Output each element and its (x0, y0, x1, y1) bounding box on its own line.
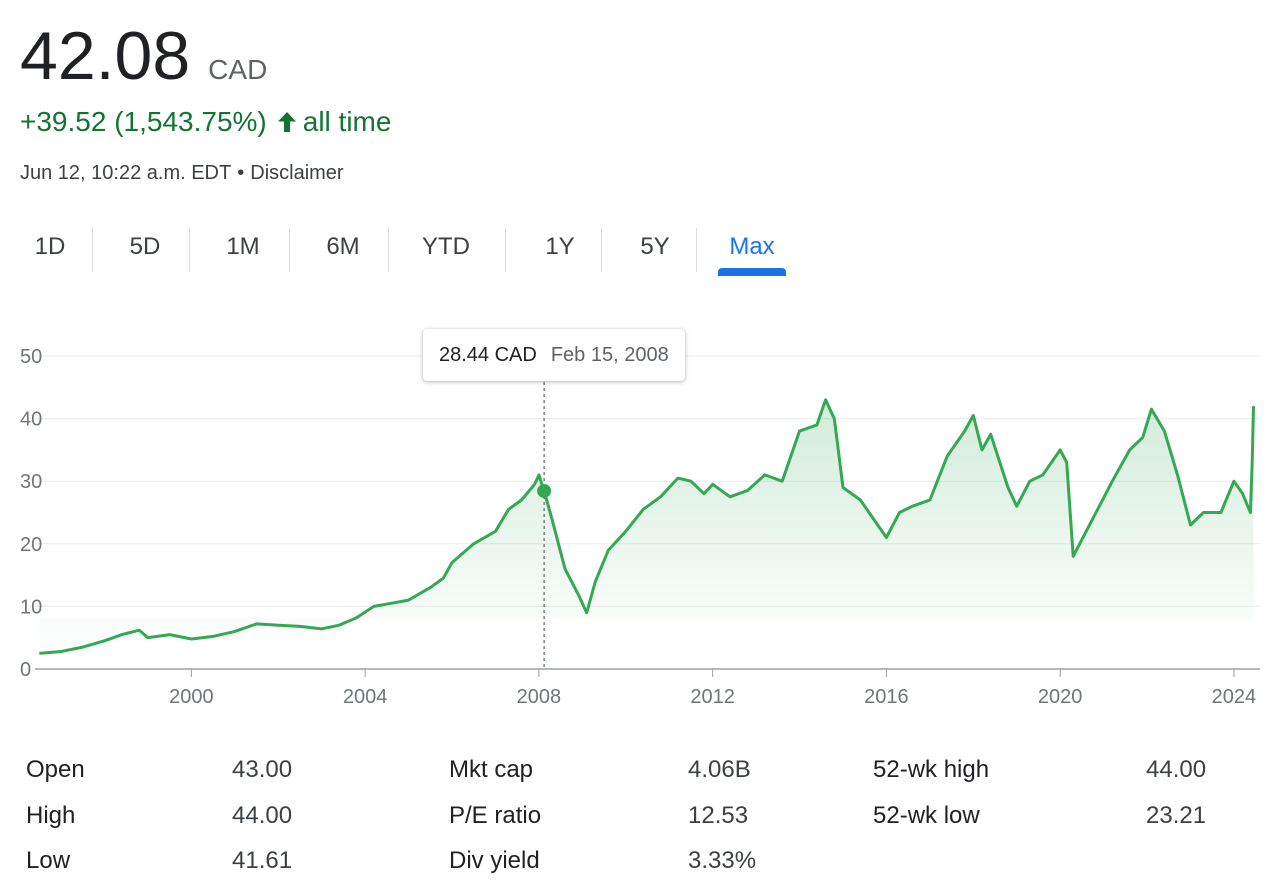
price-chart[interactable]: 0 10 20 30 40 50 2000 2004 2008 2012 2016 2020 2024 (0, 300, 1280, 720)
stat-52wk-low-label: 52-wk low (873, 802, 980, 829)
tab-divider (601, 228, 602, 272)
tab-1d[interactable]: 1D (34, 233, 66, 260)
price-row: 42.08 CAD (20, 22, 267, 90)
stat-52wk-high-value: 44.00 (1146, 756, 1207, 783)
stat-low-label: Low (26, 847, 71, 874)
tab-1m[interactable]: 1M (226, 233, 260, 260)
stat-div-yield-value: 3.33% (688, 847, 757, 874)
tab-5y[interactable]: 5Y (640, 233, 670, 260)
range-tabs: 1D 5D 1M 6M YTD 1Y 5Y Max (0, 224, 800, 276)
disclaimer-link[interactable]: Disclaimer (250, 162, 344, 184)
hover-point (537, 483, 552, 498)
x-tick-label: 2012 (690, 686, 735, 708)
stat-high-value: 44.00 (232, 802, 293, 829)
price-change: +39.52 (1,543.75%) (20, 106, 267, 137)
price-line[interactable] (39, 398, 1255, 655)
stat-52wk-high-label: 52-wk high (873, 756, 990, 783)
stat-div-yield-label: Div yield (449, 847, 540, 874)
currency-label: CAD (208, 54, 268, 85)
tab-divider (189, 228, 190, 272)
tab-divider (505, 228, 506, 272)
tooltip-date: Feb 15, 2008 (550, 343, 669, 366)
x-tick-label: 2000 (169, 686, 214, 708)
current-price: 42.08 (20, 18, 191, 94)
x-tick-label: 2008 (517, 686, 562, 708)
y-tick-label: 20 (20, 534, 42, 556)
y-tick-label: 30 (20, 471, 42, 493)
x-axis-labels: 2000 2004 2008 2012 2016 2020 2024 (169, 669, 1256, 708)
tab-6m[interactable]: 6M (326, 233, 360, 260)
stat-mktcap-value: 4.06B (688, 756, 751, 783)
tab-divider (696, 228, 697, 272)
stat-52wk-low-value: 23.21 (1146, 802, 1207, 829)
tab-divider (92, 228, 93, 272)
y-tick-label: 40 (20, 409, 42, 431)
stat-low-value: 41.61 (232, 847, 293, 874)
chart-tooltip: 28.44 CAD Feb 15, 2008 (423, 329, 685, 381)
x-tick-label: 2020 (1038, 686, 1083, 708)
stat-mktcap-label: Mkt cap (449, 756, 534, 783)
tab-max[interactable]: Max (729, 233, 775, 260)
price-area-fill (39, 399, 1254, 654)
separator-dot: • (237, 162, 245, 184)
tab-1y[interactable]: 1Y (545, 233, 575, 260)
tab-ytd[interactable]: YTD (422, 233, 470, 260)
price-change-row: +39.52 (1,543.75%) all time (20, 106, 391, 138)
x-tick-label: 2016 (864, 686, 909, 708)
y-tick-label: 10 (20, 596, 42, 618)
stat-open-label: Open (26, 756, 85, 783)
stat-high-label: High (26, 802, 76, 829)
tooltip-value: 28.44 CAD (439, 343, 537, 366)
y-axis-labels: 0 10 20 30 40 50 (20, 346, 42, 681)
tab-5d[interactable]: 5D (129, 233, 161, 260)
arrow-up-icon (277, 111, 297, 133)
change-period: all time (302, 106, 392, 137)
stat-open-value: 43.00 (232, 756, 293, 783)
active-tab-indicator (718, 268, 786, 276)
stat-pe-value: 12.53 (688, 802, 749, 829)
stat-pe-label: P/E ratio (449, 802, 542, 829)
y-tick-label: 50 (20, 346, 42, 368)
x-tick-label: 2024 (1212, 686, 1257, 708)
timestamp: Jun 12, 10:22 a.m. EDT (20, 162, 232, 184)
timestamp-row: Jun 12, 10:22 a.m. EDT • Disclaimer (20, 162, 344, 185)
y-tick-label: 0 (20, 659, 31, 681)
tab-divider (388, 228, 389, 272)
x-tick-label: 2004 (343, 686, 388, 708)
tab-divider (289, 228, 290, 272)
